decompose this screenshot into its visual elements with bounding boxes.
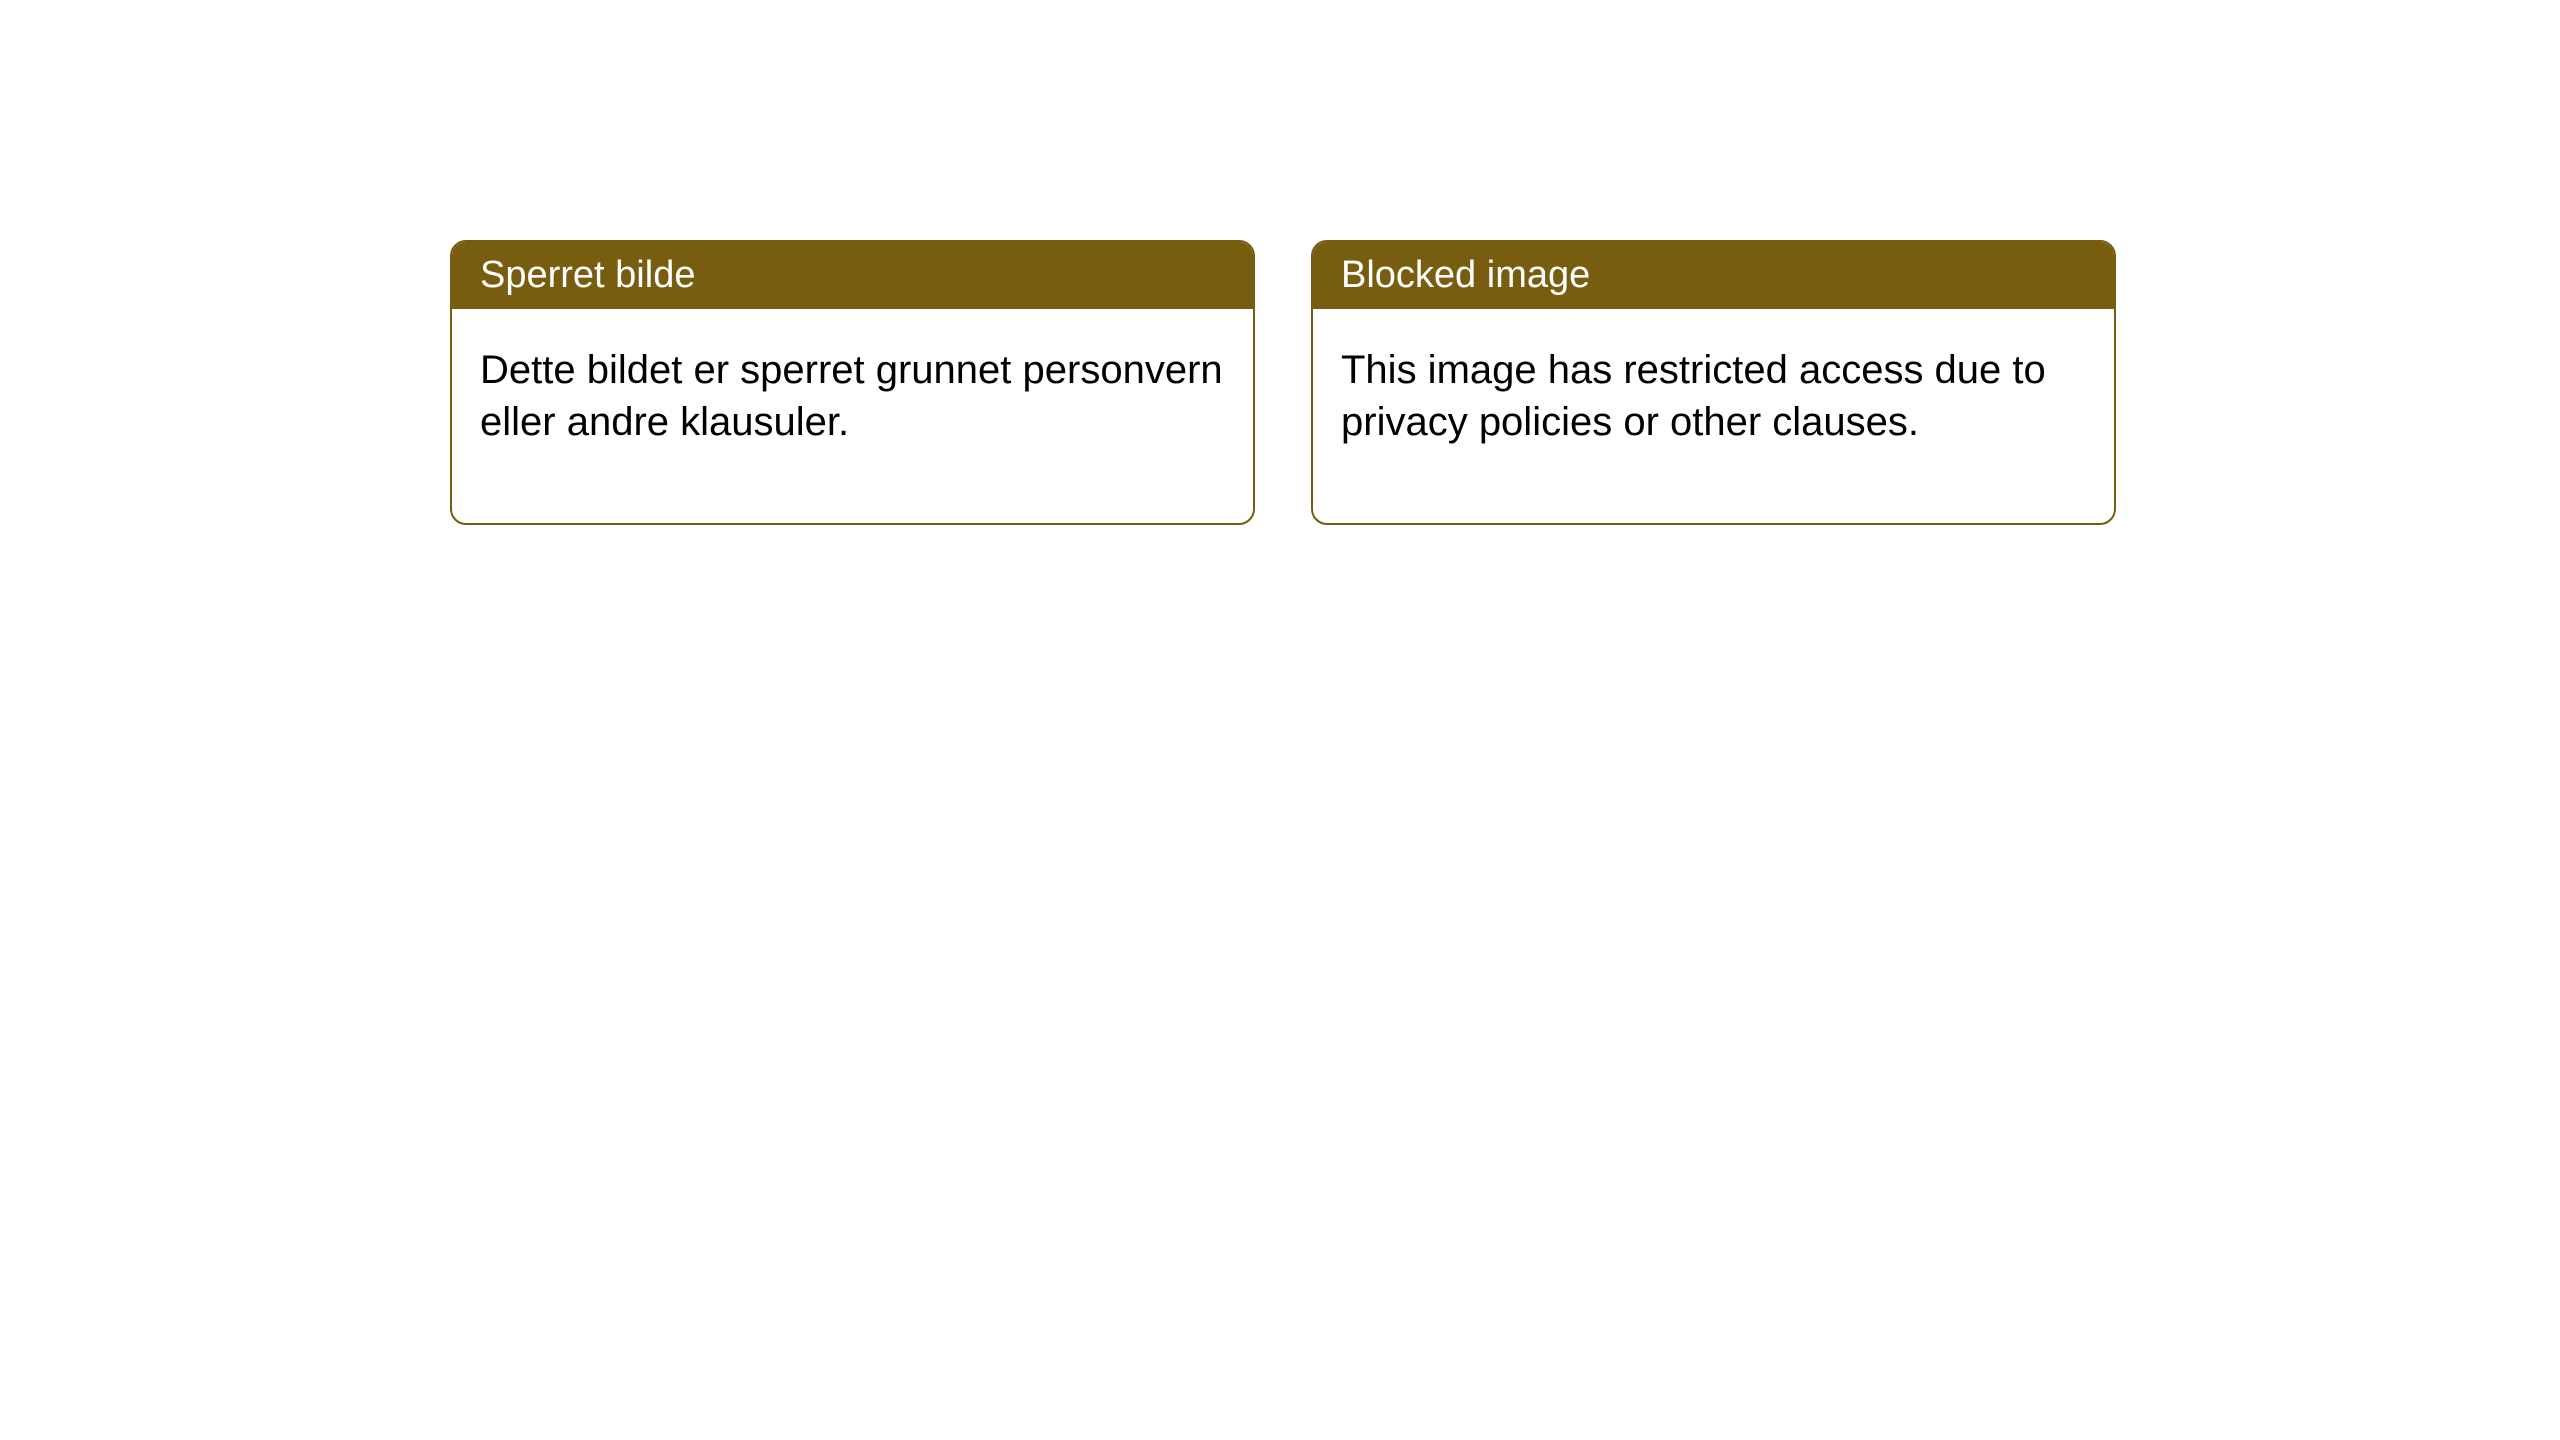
- card-text-no: Dette bildet er sperret grunnet personve…: [480, 348, 1223, 444]
- card-text-en: This image has restricted access due to …: [1341, 348, 2046, 444]
- blocked-image-card-en: Blocked image This image has restricted …: [1311, 240, 2116, 525]
- card-title-no: Sperret bilde: [480, 254, 695, 296]
- blocked-image-card-no: Sperret bilde Dette bildet er sperret gr…: [450, 240, 1255, 525]
- card-body-no: Dette bildet er sperret grunnet personve…: [452, 309, 1253, 523]
- card-header-en: Blocked image: [1313, 242, 2114, 309]
- card-header-no: Sperret bilde: [452, 242, 1253, 309]
- card-title-en: Blocked image: [1341, 254, 1590, 296]
- card-body-en: This image has restricted access due to …: [1313, 309, 2114, 523]
- cards-container: Sperret bilde Dette bildet er sperret gr…: [0, 0, 2560, 525]
